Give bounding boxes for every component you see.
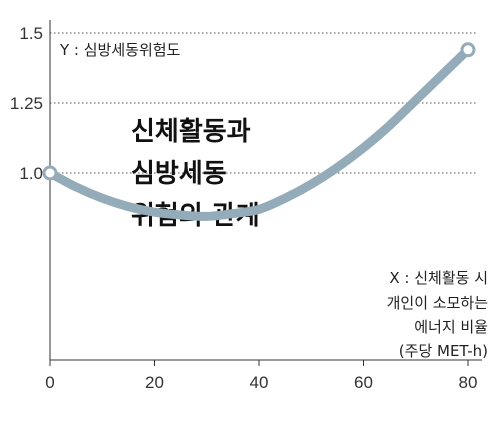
y-tick-label: 1.5 [19,24,43,43]
chart-title-line: 신체활동과 [131,117,251,147]
x-axis-label-line: X : 신체활동 시 [389,269,488,287]
x-axis-label-line: (주당 MET-h) [399,342,488,360]
x-tick-label: 0 [45,373,54,392]
data-point-start [42,165,58,181]
chart-title-line: 심방세동 [131,159,227,189]
y-axis-label: Y : 심방세동위험도 [59,41,181,59]
y-tick-label: 1.25 [10,94,43,113]
x-tick-label: 40 [250,373,269,392]
series-line [45,45,473,221]
data-point-end [460,42,476,58]
x-tick-label: 60 [354,373,373,392]
x-tick-label: 20 [145,373,164,392]
x-tick-label: 80 [459,373,478,392]
y-tick-label: 1.0 [19,164,43,183]
x-axis-label-line: 개인이 소모하는 [387,294,489,312]
x-axis-label-line: 에너지 비율 [414,318,488,336]
